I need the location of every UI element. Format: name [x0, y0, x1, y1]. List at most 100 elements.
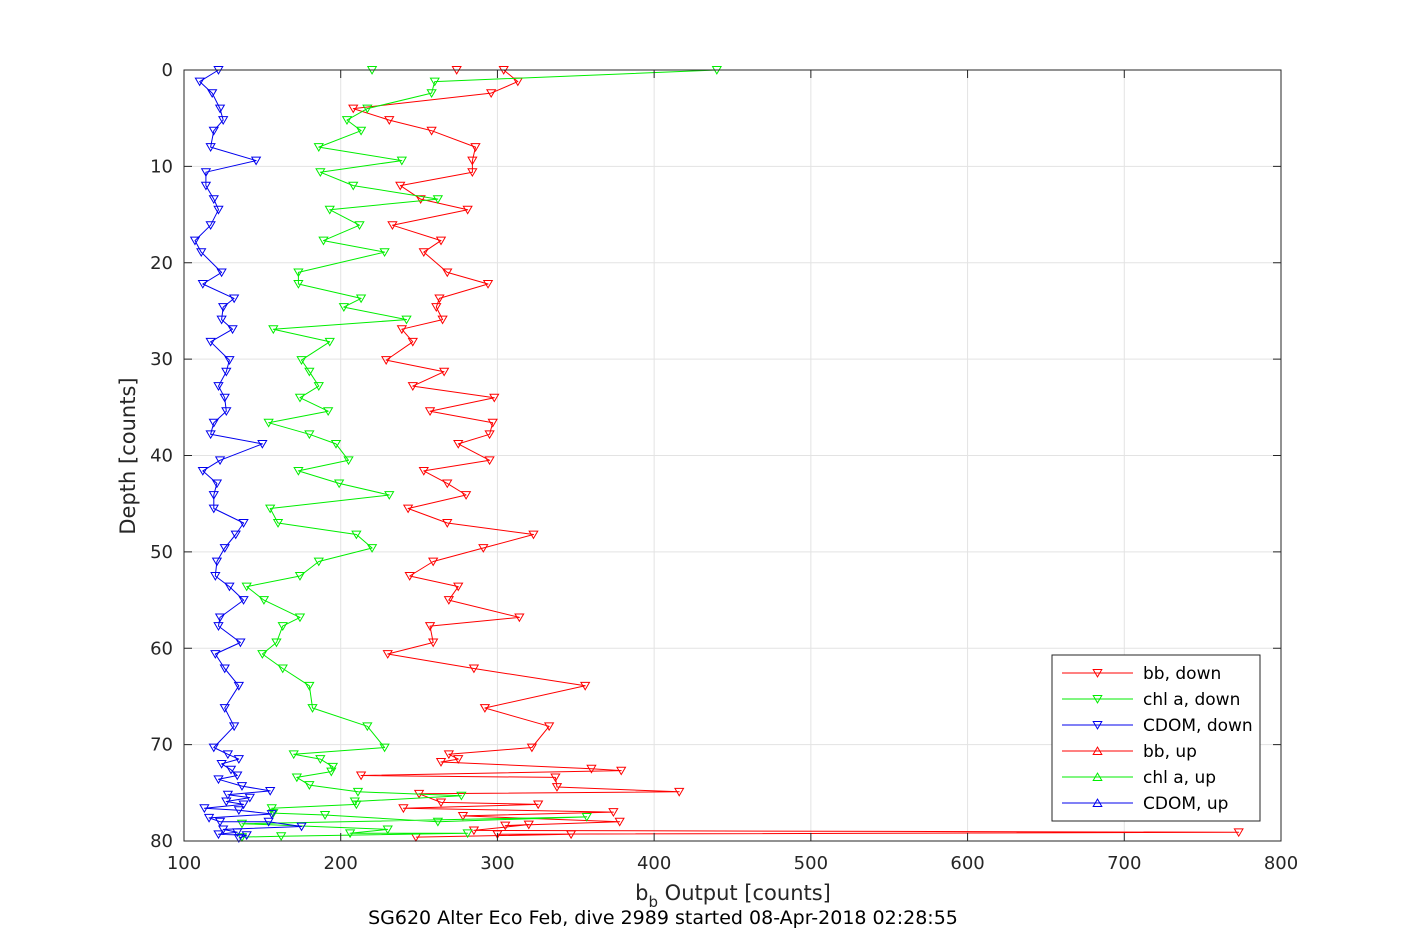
data-point — [362, 104, 373, 114]
data-point — [341, 116, 353, 125]
data-point — [241, 582, 252, 592]
data-point — [523, 820, 534, 830]
y-tick-label: 80 — [150, 831, 173, 852]
data-point — [581, 812, 592, 822]
data-point — [387, 221, 398, 231]
data-point — [324, 337, 335, 347]
data-point — [213, 382, 224, 391]
data-point — [435, 758, 447, 767]
data-point — [304, 781, 315, 790]
axis-ticks: 100 200 300 400 500 600 700 800 0 10 20 30 40 50 60 70 8… — [150, 60, 1298, 874]
legend-entry-cdom-down: CDOM, down — [1062, 716, 1253, 736]
x-tick-label: 100 — [167, 853, 201, 874]
data-point — [222, 790, 234, 800]
data-point — [208, 743, 219, 753]
series-line-bb-down — [352, 69, 1240, 838]
data-point — [265, 786, 276, 796]
data-point — [216, 315, 227, 325]
data-point — [426, 126, 437, 136]
data-point — [418, 248, 429, 258]
data-point — [366, 544, 378, 553]
legend-entry-chl-a-up: chl a, up — [1062, 768, 1216, 788]
data-point — [424, 622, 436, 631]
data-point — [211, 479, 223, 489]
data-point — [396, 156, 408, 166]
data-point — [428, 557, 439, 567]
data-point — [293, 280, 304, 289]
data-point — [543, 722, 555, 732]
data-point — [431, 303, 442, 312]
legend-marker — [1092, 721, 1103, 730]
data-point — [194, 77, 205, 87]
data-point — [402, 504, 414, 514]
x-tick-label: 600 — [950, 853, 984, 874]
data-point — [232, 771, 243, 781]
y-tick-label: 40 — [150, 446, 173, 467]
data-point — [614, 817, 625, 827]
data-point — [324, 205, 335, 215]
data-point — [344, 829, 356, 839]
data-point — [330, 439, 342, 449]
legend-label: bb, down — [1143, 664, 1221, 684]
y-tick-label: 10 — [150, 156, 173, 177]
data-point — [379, 248, 390, 258]
data-point — [348, 181, 359, 191]
data-point — [355, 294, 367, 304]
data-point — [315, 168, 326, 178]
data-point — [608, 808, 619, 817]
data-point — [318, 236, 329, 246]
data-point — [492, 830, 503, 840]
data-point — [197, 466, 208, 476]
data-point — [415, 195, 426, 204]
data-point — [233, 681, 245, 691]
data-point — [487, 418, 498, 428]
data-point — [323, 407, 334, 417]
data-point — [428, 638, 439, 648]
legend-entry-cdom-up: CDOM, up — [1062, 794, 1228, 814]
data-point — [354, 221, 365, 231]
grid-lines — [184, 70, 1281, 841]
data-point — [315, 755, 326, 764]
x-tick-label: 500 — [794, 853, 828, 874]
data-point — [485, 89, 497, 98]
data-point — [218, 303, 229, 312]
data-point — [228, 294, 240, 304]
data-point — [327, 762, 339, 772]
data-point — [271, 638, 282, 648]
data-point — [313, 557, 324, 567]
legend-marker — [1092, 695, 1103, 704]
data-point — [351, 800, 362, 810]
data-point — [219, 704, 230, 713]
data-point — [453, 439, 464, 449]
data-point — [263, 418, 274, 428]
data-point — [1233, 828, 1244, 838]
legend-entry-bb-up: bb, up — [1062, 742, 1197, 762]
data-point — [213, 622, 224, 631]
legend-marker — [1092, 746, 1103, 755]
data-point — [224, 582, 235, 592]
data-point — [250, 156, 262, 166]
data-point — [468, 664, 480, 674]
data-point — [434, 294, 445, 304]
data-point — [442, 268, 453, 278]
series-line-chl-a-down — [241, 69, 718, 838]
data-point — [565, 830, 577, 840]
data-point — [489, 393, 500, 403]
x-tick-label: 800 — [1264, 853, 1298, 874]
data-point — [211, 557, 223, 567]
legend-label: chl a, down — [1143, 690, 1240, 710]
data-point — [219, 393, 230, 403]
data-point — [426, 89, 437, 98]
data-point — [313, 382, 324, 391]
data-point — [233, 834, 245, 843]
data-point — [277, 622, 288, 631]
data-point — [313, 143, 324, 152]
data-point — [380, 356, 392, 365]
data-point — [277, 664, 288, 674]
data-point — [500, 821, 511, 831]
data-point — [442, 519, 453, 528]
data-point — [294, 613, 306, 623]
data-point — [200, 181, 212, 191]
data-point — [395, 181, 406, 191]
data-point — [435, 798, 447, 808]
